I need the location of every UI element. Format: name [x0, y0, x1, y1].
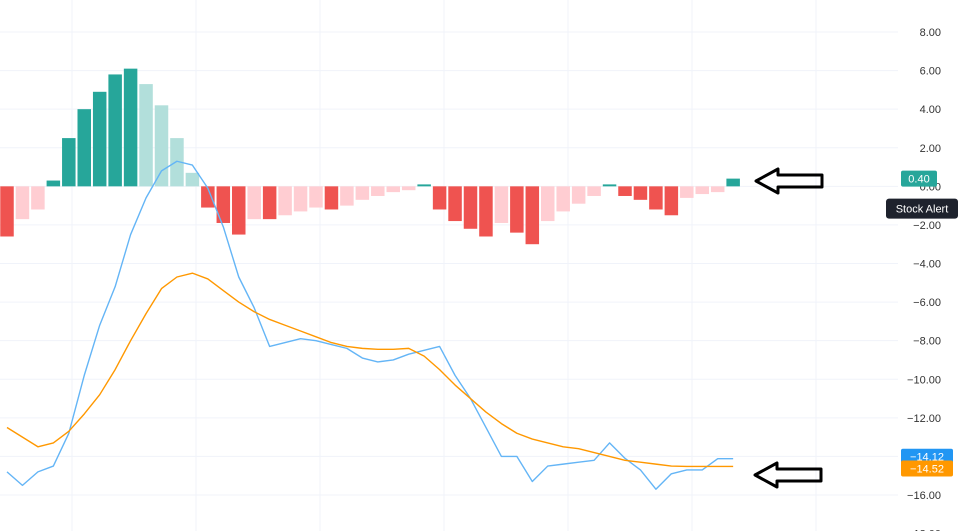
value-badge-bg: [901, 460, 953, 477]
histogram-bar: [340, 186, 354, 206]
y-tick-label: 8.00: [920, 27, 941, 39]
histogram-bar: [633, 186, 648, 200]
y-tick-label: −2.00: [913, 220, 941, 232]
histogram-bars: [0, 68, 740, 245]
y-tick-label: −18.00: [907, 529, 941, 531]
histogram-bar: [556, 186, 570, 212]
histogram-bar: [154, 105, 169, 187]
histogram-bar: [649, 186, 663, 210]
grid: [0, 0, 898, 531]
histogram-bar: [262, 186, 277, 220]
y-tick-label: −10.00: [907, 374, 941, 386]
y-tick-label: 6.00: [920, 66, 941, 78]
histogram-bar: [278, 186, 292, 216]
histogram-bar: [139, 84, 153, 187]
histogram-bar: [185, 172, 200, 187]
y-tick-label: −6.00: [913, 297, 941, 309]
histogram-bar: [62, 138, 76, 187]
histogram-bar: [15, 186, 30, 220]
histogram-bar: [479, 186, 493, 237]
histogram-bar: [541, 186, 555, 222]
histogram-bar: [170, 138, 184, 187]
histogram-bar: [602, 184, 617, 187]
histogram-bar: [31, 186, 45, 210]
y-tick-label: 2.00: [920, 143, 941, 155]
y-tick-label: −16.00: [907, 490, 941, 502]
arrow-icon: [753, 461, 823, 489]
histogram-bar: [293, 186, 308, 212]
value-badges: 0.40−14.12−14.52: [901, 170, 953, 477]
value-badge-bg: [901, 170, 937, 187]
stock-alert-text: Stock Alert: [896, 204, 949, 216]
histogram-bar: [432, 186, 447, 210]
arrows: [753, 167, 824, 489]
histogram-bar: [232, 186, 246, 235]
histogram-bar: [525, 186, 540, 245]
histogram-bar: [123, 68, 138, 187]
histogram-bar: [448, 186, 462, 222]
histogram-bar: [247, 186, 261, 220]
histogram-bar: [309, 186, 323, 208]
histogram-bar: [324, 186, 339, 210]
histogram-bar: [571, 186, 586, 204]
histogram-bar: [386, 186, 400, 193]
price-axis: 8.006.004.002.000.00−2.00−4.00−6.00−8.00…: [907, 27, 941, 531]
signal-line: [6, 272, 734, 468]
histogram-bar: [664, 186, 679, 216]
histogram-bar: [216, 186, 231, 223]
histogram-bar: [510, 186, 524, 233]
indicator-lines: [6, 160, 734, 490]
y-tick-label: −12.00: [907, 413, 941, 425]
histogram-bar: [201, 186, 215, 208]
value-badge-text: −14.52: [910, 463, 944, 475]
stock-alert-label: Stock Alert: [886, 198, 958, 219]
histogram-bar: [92, 91, 107, 187]
histogram-bar: [0, 186, 14, 237]
histogram-bar: [371, 186, 385, 196]
value-badge-text: 0.40: [908, 174, 929, 186]
histogram-bar: [401, 186, 416, 191]
y-tick-label: 4.00: [920, 104, 941, 116]
stock-alert-bg: [886, 198, 958, 219]
value-badge: −14.52: [901, 460, 953, 477]
histogram-bar: [463, 186, 478, 229]
histogram-bar: [355, 186, 370, 200]
arrow-icon: [754, 167, 824, 195]
histogram-bar: [618, 186, 632, 196]
histogram-bar: [726, 178, 740, 187]
y-tick-label: −8.00: [913, 336, 941, 348]
histogram-bar: [46, 180, 61, 187]
value-badge: 0.40: [901, 170, 937, 187]
histogram-bar: [587, 186, 601, 196]
macd-line: [6, 160, 734, 490]
histogram-bar: [695, 186, 709, 195]
histogram-bar: [417, 184, 431, 187]
annotations: Stock Alert: [886, 198, 958, 219]
histogram-bar: [494, 186, 509, 223]
histogram-bar: [710, 186, 725, 193]
histogram-bar: [108, 74, 122, 187]
histogram-bar: [680, 186, 694, 198]
y-tick-label: −4.00: [913, 259, 941, 271]
histogram-bar: [77, 109, 91, 187]
